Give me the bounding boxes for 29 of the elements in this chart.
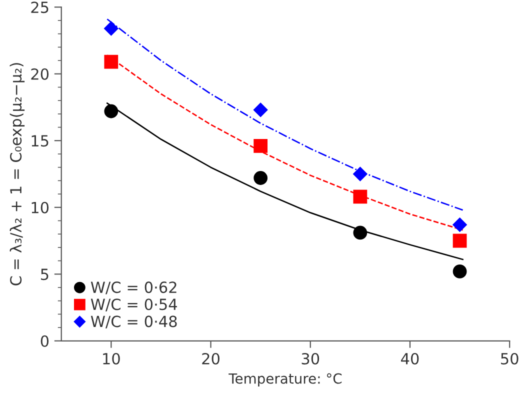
x-tick-label: 10 (103, 352, 120, 365)
line-series (106, 18, 464, 211)
legend-label: W/C = 0·48 (90, 316, 177, 328)
point (452, 218, 467, 232)
y-tick-label: 20 (31, 68, 49, 80)
y-tick-label: 25 (31, 2, 48, 14)
x-tick-label: 30 (302, 352, 320, 365)
y-axis-title: C = λ₃/λ₂ + 1 = C₀exp(μ₂−μ₂) (10, 63, 25, 286)
point (104, 21, 118, 36)
legend-label: W/C = 0·62 (90, 282, 176, 294)
y-tick-label: 15 (32, 135, 48, 147)
point (452, 234, 467, 248)
point (254, 102, 268, 117)
point (254, 139, 268, 153)
x-axis-title: Temperature: °C (228, 373, 342, 386)
point (353, 166, 368, 182)
point (353, 190, 368, 204)
point (254, 171, 268, 185)
y-tick-label: 5 (41, 268, 48, 280)
x-tick-label: 20 (202, 352, 220, 365)
point (104, 54, 118, 69)
x-tick-label: 40 (401, 352, 419, 365)
point (353, 226, 368, 240)
point (452, 264, 467, 278)
point (104, 104, 118, 118)
y-tick-label: 10 (32, 202, 49, 214)
legend-label: W/C = 0·54 (90, 298, 177, 312)
y-tick-label: 0 (40, 335, 49, 347)
x-tick-label: 50 (501, 352, 518, 365)
